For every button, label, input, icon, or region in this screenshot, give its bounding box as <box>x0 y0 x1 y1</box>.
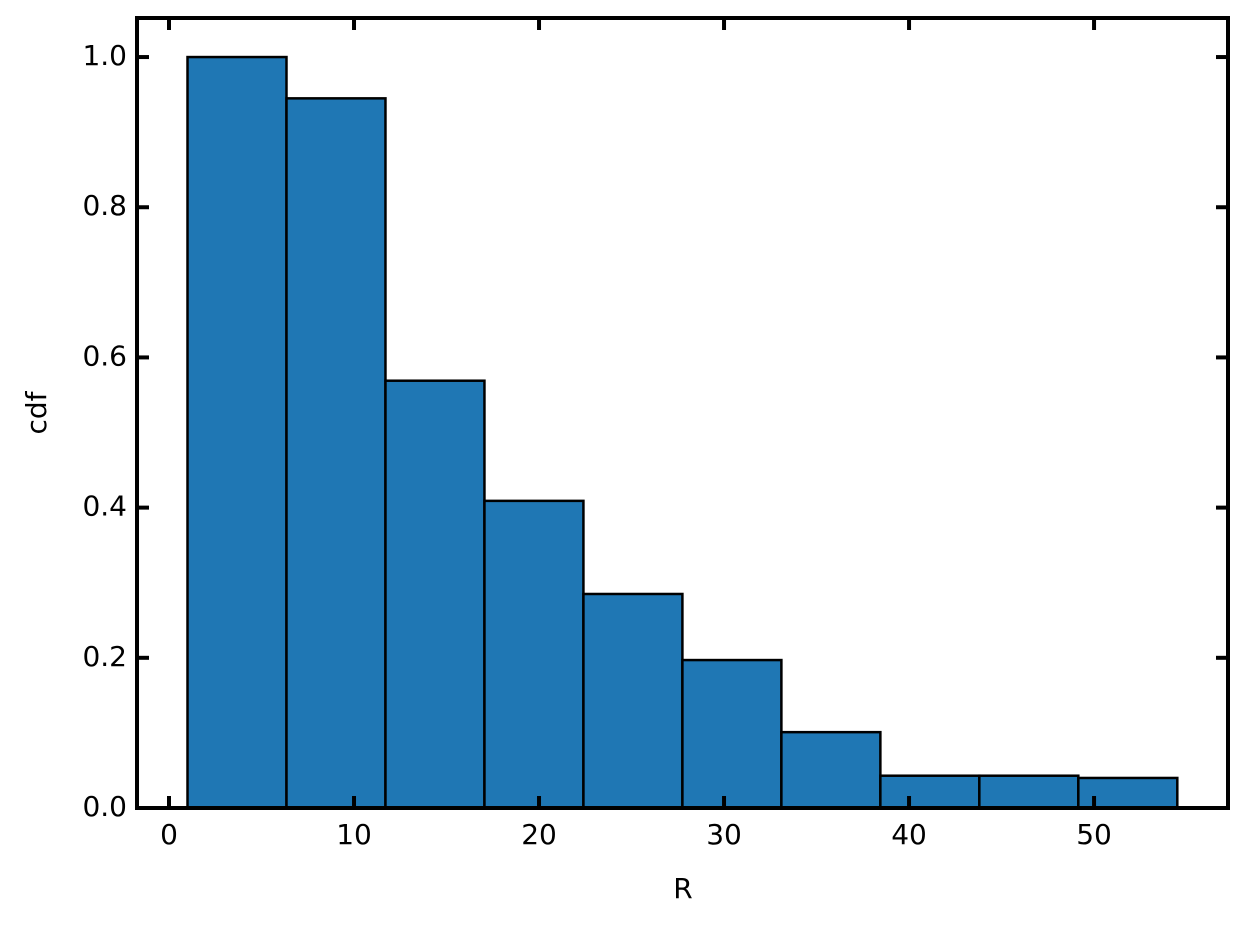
bar <box>582 592 684 810</box>
bar <box>978 774 1080 810</box>
x-tick-label: 40 <box>891 818 927 851</box>
y-tick-label: 0.2 <box>82 640 127 673</box>
bar <box>879 774 981 810</box>
plot-frame <box>135 16 1230 810</box>
y-axis-label: cdf <box>20 390 53 434</box>
y-tick-label: 0.0 <box>82 790 127 823</box>
bar <box>780 730 882 810</box>
x-tick-label: 0 <box>160 818 178 851</box>
y-tick-label: 0.4 <box>82 490 127 523</box>
bar <box>384 379 486 810</box>
x-tick-label: 10 <box>336 818 372 851</box>
bar <box>186 55 288 810</box>
y-tick-label: 1.0 <box>82 39 127 72</box>
x-tick-label: 20 <box>521 818 557 851</box>
bar <box>483 499 585 810</box>
y-tick-label: 0.6 <box>82 339 127 372</box>
bar <box>285 97 387 810</box>
x-tick-label: 50 <box>1076 818 1112 851</box>
x-tick-label: 30 <box>706 818 742 851</box>
x-axis-label: R <box>673 872 692 905</box>
y-tick-label: 0.8 <box>82 189 127 222</box>
bar <box>681 658 783 810</box>
